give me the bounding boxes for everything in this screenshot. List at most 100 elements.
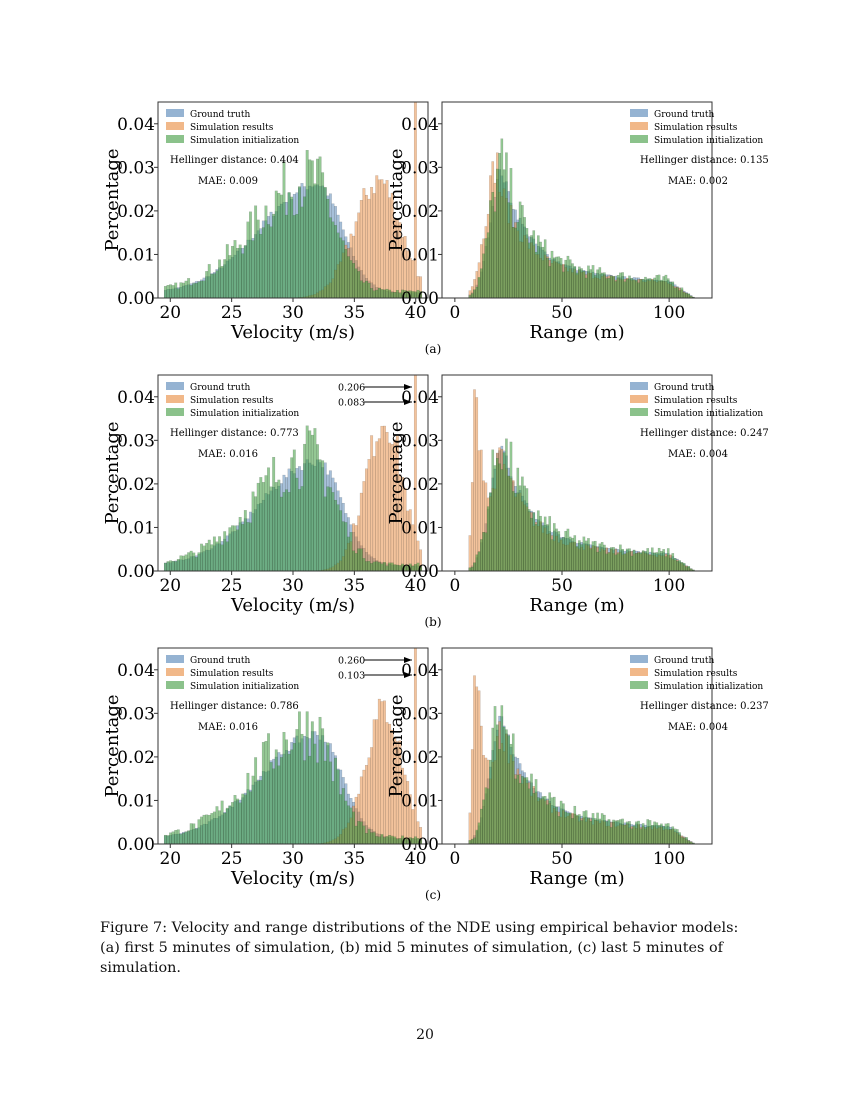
bar-simulation-initialization — [657, 274, 661, 298]
bar-simulation-initialization — [395, 290, 399, 298]
bar-simulation-initialization — [362, 558, 366, 571]
bar-simulation-initialization — [543, 796, 547, 844]
bar-simulation-initialization — [632, 825, 636, 844]
bar-simulation-initialization — [621, 272, 624, 298]
bar-simulation-initialization — [541, 525, 545, 571]
bar-simulation-initialization — [372, 290, 376, 298]
bar-simulation-initialization — [349, 807, 353, 844]
bar-simulation-initialization — [287, 192, 291, 298]
bar-simulation-initialization — [475, 554, 479, 571]
panel-a-range: 0.00 0.01 0.02 0.03 0.04 0 50 100 Range (m) Perce… — [386, 101, 769, 343]
bar-simulation-initialization — [334, 499, 337, 571]
bar-simulation-initialization — [543, 516, 547, 571]
bar-simulation-initialization — [297, 489, 301, 571]
bar-simulation-initialization — [489, 200, 492, 298]
bar-simulation-initialization — [546, 804, 549, 844]
bar-simulation-initialization — [632, 549, 636, 571]
bar-simulation-initialization — [326, 486, 330, 571]
legend-label: Simulation initialization — [190, 682, 299, 692]
bar-simulation-initialization — [666, 823, 670, 844]
bar-simulation-initialization — [653, 552, 656, 571]
bar-simulation-initialization — [182, 555, 185, 571]
bar-simulation-initialization — [612, 547, 615, 571]
bar-simulation-initialization — [210, 274, 214, 298]
bar-simulation-initialization — [197, 281, 201, 298]
bar-simulation-initialization — [346, 536, 350, 571]
panel-c-range: 0.00 0.01 0.02 0.03 0.04 0 50 100 Range (m) Perce… — [386, 647, 769, 889]
bar-simulation-initialization — [527, 242, 531, 298]
x-axis-label: Velocity (m/s) — [230, 322, 355, 343]
bar-simulation-initialization — [607, 552, 611, 571]
bar-simulation-initialization — [477, 822, 481, 844]
bar-simulation-initialization — [362, 825, 366, 844]
legend-swatch — [630, 382, 648, 390]
bar-simulation-initialization — [297, 711, 301, 844]
bar-simulation-initialization — [256, 780, 260, 844]
bar-simulation-initialization — [539, 798, 542, 844]
bar-simulation-initialization — [207, 814, 211, 844]
figure-number: Figure 7: — [100, 920, 168, 936]
bar-simulation-initialization — [344, 249, 348, 298]
bar-simulation-initialization — [171, 560, 175, 571]
y-tick-label: 0.04 — [117, 661, 155, 681]
bar-simulation-initialization — [573, 535, 577, 571]
bar-simulation-initialization — [525, 228, 529, 298]
bar-simulation-initialization — [279, 496, 283, 571]
bar-simulation-initialization — [313, 743, 317, 844]
histogram-bars — [163, 375, 423, 571]
bar-simulation-initialization — [189, 550, 193, 571]
bar-simulation-initialization — [489, 492, 492, 571]
y-tick-label: 0.04 — [401, 115, 439, 135]
bar-simulation-initialization — [233, 240, 237, 298]
bar-simulation-initialization — [486, 788, 490, 844]
bar-simulation-initialization — [562, 803, 565, 844]
bar-simulation-initialization — [537, 797, 540, 844]
bar-simulation-initialization — [233, 525, 237, 571]
bar-simulation-results — [370, 747, 374, 844]
bar-simulation-initialization — [532, 512, 536, 571]
bar-simulation-initialization — [341, 788, 345, 844]
bar-simulation-initialization — [568, 812, 572, 844]
bar-simulation-initialization — [292, 743, 296, 844]
bar-simulation-initialization — [578, 814, 581, 844]
y-tick-label: 0.02 — [117, 202, 155, 222]
bar-simulation-initialization — [238, 517, 242, 571]
bar-simulation-initialization — [557, 816, 561, 844]
bar-simulation-initialization — [241, 524, 245, 571]
bar-simulation-initialization — [380, 289, 384, 298]
bar-simulation-initialization — [200, 816, 203, 844]
legend-swatch — [630, 681, 648, 689]
bar-simulation-initialization — [341, 521, 345, 571]
y-tick-label: 0.01 — [117, 791, 155, 811]
bar-simulation-initialization — [287, 492, 291, 571]
figure-caption-text: Velocity and range distributions of the … — [100, 920, 739, 976]
bar-simulation-initialization — [388, 835, 392, 844]
bar-simulation-initialization — [339, 237, 343, 298]
bar-simulation-initialization — [246, 772, 250, 844]
bar-simulation-initialization — [662, 549, 665, 571]
bar-simulation-initialization — [385, 836, 389, 844]
bar-simulation-initialization — [251, 775, 255, 844]
x-axis-label: Velocity (m/s) — [230, 595, 355, 616]
bar-simulation-initialization — [646, 819, 650, 844]
bar-simulation-initialization — [282, 161, 286, 298]
bar-simulation-initialization — [187, 830, 191, 844]
bar-simulation-initialization — [625, 548, 629, 571]
bar-simulation-initialization — [644, 276, 647, 298]
bar-simulation-results — [377, 698, 381, 844]
y-tick-label: 0.03 — [117, 704, 155, 724]
bar-simulation-initialization — [300, 206, 304, 298]
hellinger-distance: Hellinger distance: 0.786 — [170, 701, 299, 712]
bar-simulation-initialization — [685, 837, 688, 844]
bar-simulation-initialization — [657, 547, 661, 571]
bar-simulation-initialization — [215, 541, 219, 571]
bar-simulation-initialization — [507, 202, 510, 298]
legend-swatch — [166, 122, 184, 130]
bar-simulation-initialization — [393, 836, 397, 844]
bar-simulation-results — [377, 179, 381, 298]
x-tick-label: 100 — [653, 576, 685, 596]
bar-simulation-initialization — [491, 191, 495, 298]
bar-simulation-initialization — [482, 799, 485, 844]
mae-value: MAE: 0.009 — [198, 176, 258, 187]
bar-simulation-initialization — [496, 168, 499, 298]
